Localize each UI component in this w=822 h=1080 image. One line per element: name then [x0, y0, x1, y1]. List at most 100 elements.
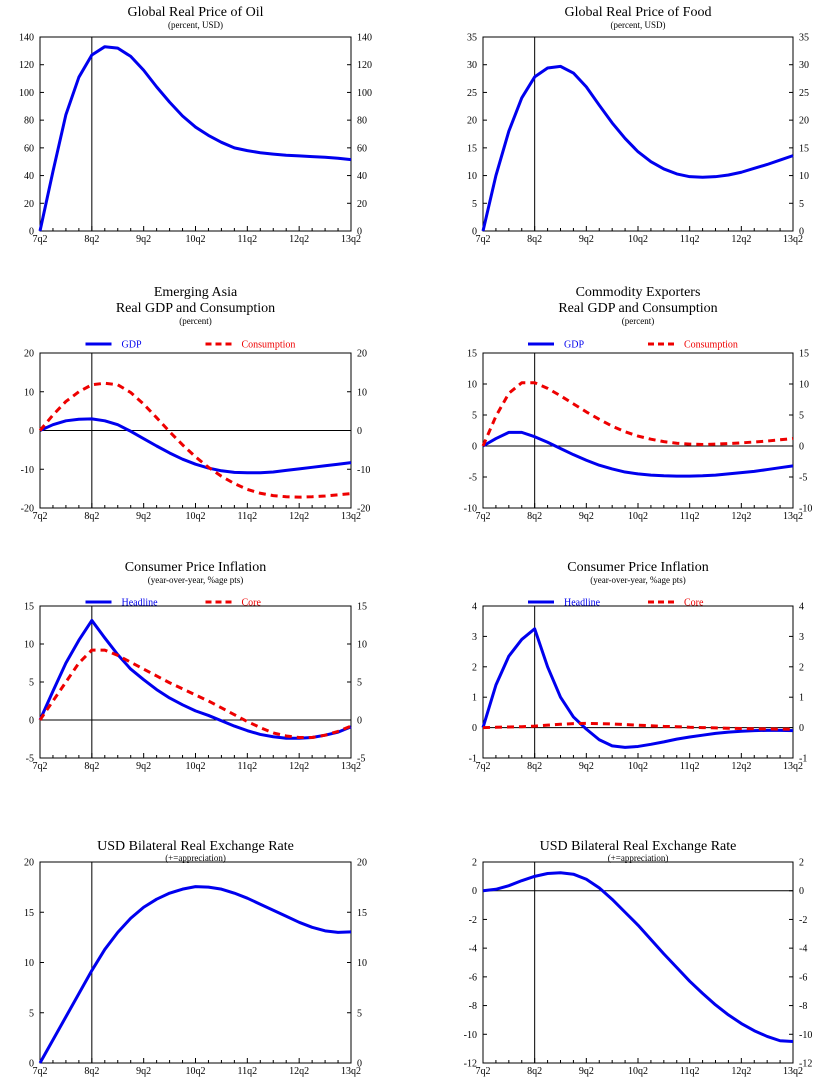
y-tick-label-right: 15: [357, 602, 367, 613]
y-tick-label-left: 20: [467, 116, 477, 127]
y-tick-label-left: 5: [29, 1008, 34, 1019]
x-tick-label: 8q2: [84, 234, 99, 245]
x-tick-label: 12q2: [289, 1066, 309, 1077]
x-tick-label: 13q2: [341, 234, 361, 245]
y-tick-label-right: 5: [357, 678, 362, 689]
y-tick-label-right: 20: [357, 858, 367, 869]
x-tick-label: 8q2: [527, 761, 542, 772]
x-tick-label: 12q2: [289, 511, 309, 522]
x-tick-label: 12q2: [731, 761, 751, 772]
y-tick-label-left: -10: [21, 465, 34, 476]
y-tick-label-left: 4: [472, 602, 477, 613]
x-tick-label: 9q2: [579, 1066, 594, 1077]
y-tick-label-right: 0: [357, 426, 362, 437]
y-tick-label-right: 4: [799, 602, 804, 613]
y-tick-label-left: 10: [467, 380, 477, 391]
chart-panel-8: USD Bilateral Real Exchange Rate(+=appre…: [464, 839, 813, 1077]
y-tick-label-right: -1: [799, 754, 807, 765]
chart-subtitle: (+=appreciation): [165, 853, 226, 863]
y-tick-label-left: 0: [29, 1059, 34, 1070]
x-tick-label: 11q2: [238, 234, 258, 245]
y-tick-label-right: 100: [357, 88, 372, 99]
y-tick-label-left: 100: [19, 88, 34, 99]
x-tick-label: 8q2: [84, 761, 99, 772]
y-tick-label-left: 15: [24, 602, 34, 613]
y-tick-label-right: 35: [799, 33, 809, 44]
series-line-gdp: [482, 430, 794, 478]
y-tick-label-right: -4: [799, 944, 807, 955]
x-tick-label: 7q2: [33, 761, 48, 772]
plot-frame: [482, 861, 794, 1064]
x-tick-label: 12q2: [731, 511, 751, 522]
x-tick-label: 7q2: [33, 511, 48, 522]
chart-subtitle: (percent): [179, 316, 211, 326]
chart-title: Global Real Price of Oil: [127, 5, 263, 20]
x-tick-label: 11q2: [680, 234, 700, 245]
chart-subtitle: (percent, USD): [611, 20, 666, 30]
chart-panel-6: Consumer Price Inflation(year-over-year,…: [469, 560, 808, 772]
y-tick-label-right: 60: [357, 143, 367, 154]
y-tick-label-right: 20: [799, 116, 809, 127]
legend-label: GDP: [564, 340, 584, 351]
series-line-main: [482, 871, 794, 1043]
x-tick-label: 7q2: [33, 234, 48, 245]
y-tick-label-right: 30: [799, 60, 809, 71]
y-tick-label-left: 60: [24, 143, 34, 154]
series-line-core: [38, 648, 352, 739]
y-tick-label-left: 20: [24, 858, 34, 869]
series-line-consumption: [481, 381, 794, 447]
x-tick-label: 12q2: [731, 1066, 751, 1077]
y-tick-label-right: 3: [799, 632, 804, 643]
y-tick-label-left: -2: [469, 915, 477, 926]
chart-panel-5: Consumer Price Inflation(year-over-year,…: [24, 560, 367, 772]
y-tick-label-right: 15: [357, 908, 367, 919]
y-tick-label-left: -10: [464, 504, 477, 515]
y-tick-label-left: -5: [469, 473, 477, 484]
series-line-gdp: [39, 417, 352, 475]
y-tick-label-left: 2: [472, 662, 477, 673]
y-tick-label-left: 3: [472, 632, 477, 643]
x-tick-label: 10q2: [628, 761, 648, 772]
x-tick-label: 11q2: [238, 511, 258, 522]
legend-label: Core: [684, 598, 704, 609]
chart-subtitle: (+=appreciation): [608, 853, 669, 863]
chart-title: Global Real Price of Food: [565, 5, 712, 20]
legend-label: Headline: [122, 598, 159, 609]
legend-label: Consumption: [242, 340, 296, 351]
y-tick-label-left: 10: [24, 958, 34, 969]
chart-title: Real GDP and Consumption: [116, 301, 275, 316]
y-tick-label-left: 10: [24, 640, 34, 651]
x-tick-label: 7q2: [33, 1066, 48, 1077]
chart-subtitle: (percent, USD): [168, 20, 223, 30]
y-tick-label-left: 0: [472, 886, 477, 897]
y-tick-label-right: 5: [357, 1008, 362, 1019]
y-tick-label-left: 80: [24, 116, 34, 127]
y-tick-label-right: -2: [799, 915, 807, 926]
y-tick-label-left: 1: [472, 693, 477, 704]
y-tick-label-right: -6: [799, 972, 807, 983]
y-tick-label-right: 10: [357, 958, 367, 969]
y-tick-label-left: 15: [467, 349, 477, 360]
x-tick-label: 9q2: [136, 1066, 151, 1077]
x-tick-label: 11q2: [680, 1066, 700, 1077]
x-tick-label: 13q2: [783, 1066, 803, 1077]
y-tick-label-right: 15: [799, 143, 809, 154]
y-tick-label-right: -8: [799, 1001, 807, 1012]
y-tick-label-right: -12: [799, 1059, 812, 1070]
x-tick-label: 9q2: [136, 234, 151, 245]
series-line-core: [482, 721, 793, 731]
y-tick-label-left: 30: [467, 60, 477, 71]
series-line-main: [481, 64, 794, 232]
y-tick-label-right: 10: [357, 387, 367, 398]
y-tick-label-right: 5: [799, 199, 804, 210]
plot-frame: [39, 861, 352, 1064]
y-tick-label-left: 20: [24, 349, 34, 360]
chart-title: Consumer Price Inflation: [125, 560, 267, 575]
x-tick-label: 12q2: [289, 234, 309, 245]
x-tick-label: 10q2: [628, 511, 648, 522]
y-tick-label-left: -12: [464, 1059, 477, 1070]
y-tick-label-left: 10: [467, 171, 477, 182]
y-tick-label-right: 0: [357, 716, 362, 727]
